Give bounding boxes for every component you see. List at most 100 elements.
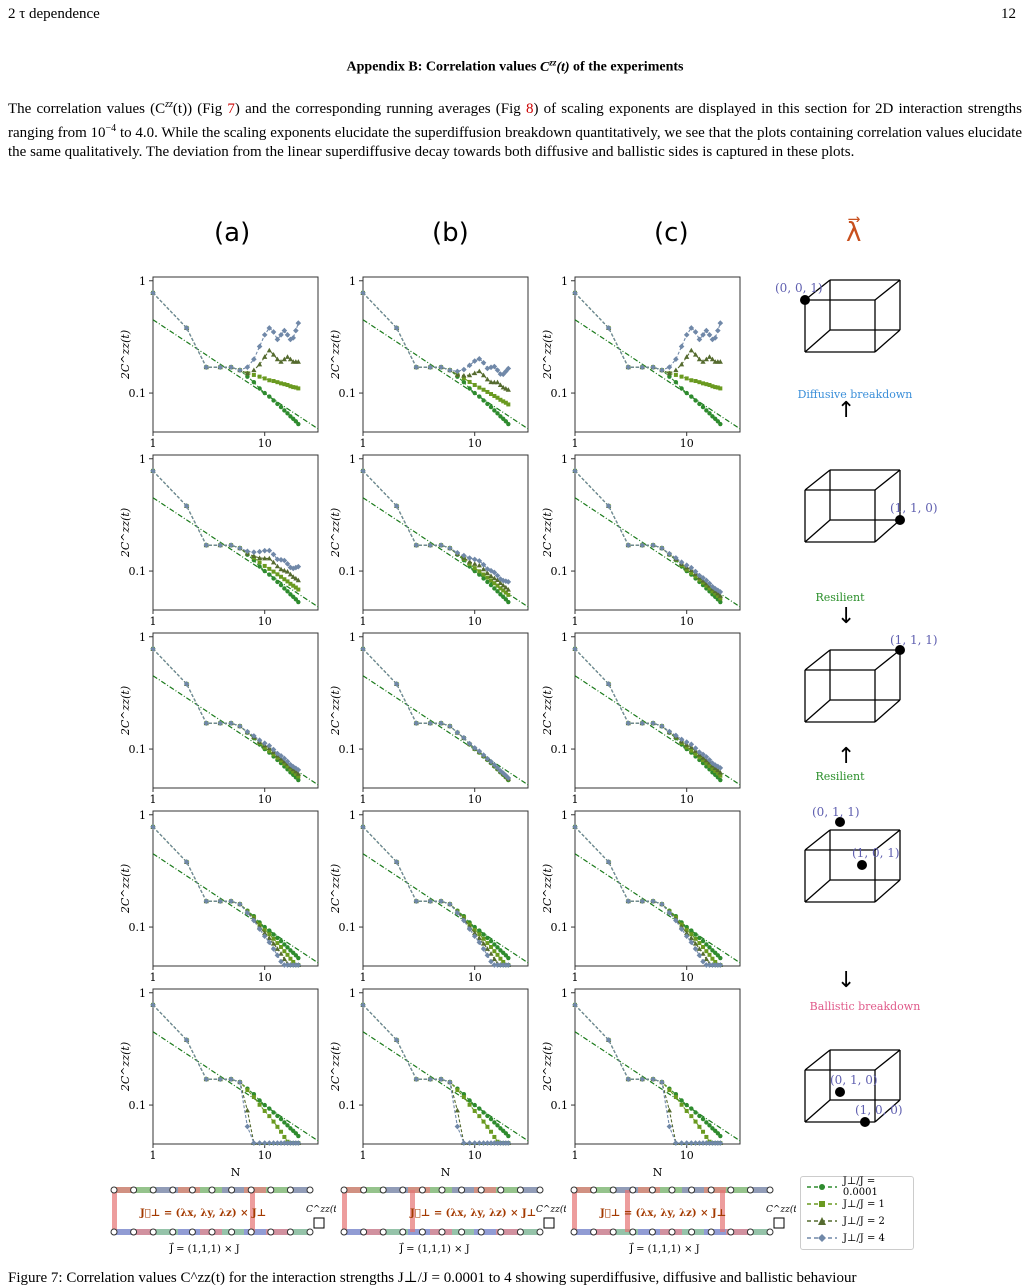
data-point xyxy=(693,1119,698,1124)
data-point xyxy=(489,945,494,950)
lattice-site xyxy=(130,1186,138,1194)
data-point xyxy=(256,343,263,350)
y-axis-label: 2C^zz(t) xyxy=(541,330,554,380)
data-point xyxy=(278,359,284,364)
reference-fit-line xyxy=(362,853,529,964)
data-point xyxy=(494,577,501,583)
data-point xyxy=(485,579,490,585)
data-point xyxy=(288,956,293,961)
data-point xyxy=(203,542,210,548)
correlation-panel: 1 0.1 1 10 2C^zz(t) xyxy=(329,275,529,450)
y-axis-label: 2C^zz(t) xyxy=(119,864,132,914)
fig7-link[interactable]: 7 xyxy=(227,101,235,117)
lattice-site xyxy=(399,1186,407,1194)
data-point xyxy=(471,933,478,940)
data-point xyxy=(285,1123,290,1128)
data-point xyxy=(262,930,268,935)
data-point xyxy=(360,646,366,652)
data-point xyxy=(717,765,724,771)
data-point xyxy=(270,559,277,565)
data-point xyxy=(713,385,718,390)
data-point xyxy=(447,723,453,729)
data-point xyxy=(495,395,500,400)
data-point xyxy=(710,384,715,389)
series-line xyxy=(574,1004,721,1144)
data-point xyxy=(290,574,296,579)
diffusive-label: Diffusive breakdown xyxy=(797,388,913,401)
data-point xyxy=(285,579,290,584)
bond-segment xyxy=(288,1187,310,1193)
data-point xyxy=(488,573,494,579)
data-point xyxy=(506,1133,511,1139)
data-point xyxy=(480,561,487,568)
lattice-site xyxy=(458,1186,466,1194)
data-point xyxy=(484,570,491,576)
data-point xyxy=(271,752,276,757)
data-point xyxy=(183,681,190,687)
data-point xyxy=(271,379,276,384)
data-point xyxy=(492,581,497,586)
data-point xyxy=(503,368,509,375)
data-point xyxy=(461,1140,467,1146)
bond-segment xyxy=(518,1187,540,1193)
data-point xyxy=(710,956,715,961)
data-point xyxy=(476,562,482,568)
data-point xyxy=(427,720,434,726)
lambda-cube: (1, 1, 0) xyxy=(804,469,938,543)
data-point xyxy=(461,379,467,385)
fig8-link[interactable]: 8 xyxy=(525,101,534,117)
data-point xyxy=(256,737,263,744)
data-point xyxy=(360,1002,366,1008)
data-point xyxy=(700,751,706,758)
data-point xyxy=(267,748,272,753)
y-tick-label: 1 xyxy=(561,987,568,1000)
data-point xyxy=(684,930,690,935)
data-point xyxy=(703,754,710,760)
data-point xyxy=(282,949,287,954)
cube-edge xyxy=(874,519,901,543)
data-point xyxy=(718,596,723,601)
lattice-site xyxy=(267,1228,275,1236)
data-point xyxy=(274,946,281,951)
plot-frame xyxy=(362,276,529,433)
data-point xyxy=(494,367,501,373)
data-point xyxy=(689,1114,694,1119)
data-point xyxy=(275,755,280,760)
data-point xyxy=(454,372,461,377)
data-point xyxy=(262,563,267,568)
data-point xyxy=(245,1088,250,1093)
x-tick-label: 10 xyxy=(680,793,694,806)
data-point xyxy=(605,1037,612,1043)
data-point xyxy=(281,1140,288,1146)
data-point xyxy=(703,577,710,584)
cube-point-label: (1, 1, 1) xyxy=(890,633,938,647)
data-point xyxy=(639,1076,646,1082)
data-point xyxy=(275,941,280,946)
data-point xyxy=(278,1140,284,1146)
data-point xyxy=(413,542,420,548)
data-point xyxy=(472,930,478,935)
data-point xyxy=(679,1098,684,1103)
lattice-site xyxy=(648,1228,656,1236)
lattice-site xyxy=(609,1228,617,1236)
lattice-site xyxy=(688,1186,696,1194)
x-tick-label: 10 xyxy=(468,971,482,984)
data-point xyxy=(282,942,287,947)
lattice-site xyxy=(590,1228,598,1236)
data-point xyxy=(673,379,679,385)
data-point xyxy=(466,559,473,564)
data-point xyxy=(281,956,287,961)
data-point xyxy=(261,1140,268,1146)
data-point xyxy=(503,400,508,405)
y-tick-label: 1 xyxy=(139,631,146,644)
lattice-site xyxy=(247,1228,255,1236)
data-point xyxy=(288,581,293,586)
y-tick-label: 0.1 xyxy=(339,565,357,578)
measurement-icon xyxy=(773,1217,785,1229)
data-point xyxy=(466,926,473,932)
data-point xyxy=(274,563,281,569)
data-point xyxy=(296,777,301,783)
data-point xyxy=(467,1102,472,1107)
data-point xyxy=(707,952,712,957)
data-point xyxy=(712,335,719,341)
